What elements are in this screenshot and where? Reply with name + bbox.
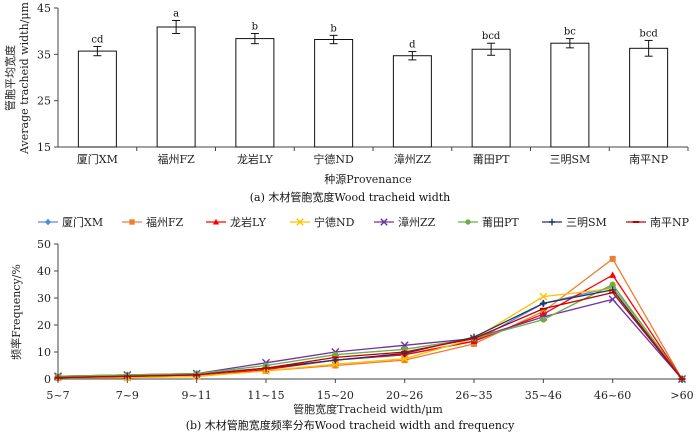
- bar: [314, 39, 354, 148]
- line-chart-xlabel: 管胞宽度Tracheid width/μm: [293, 402, 443, 416]
- legend-label: 宁德ND: [314, 215, 355, 229]
- bar-chart-category-label: 漳州ZZ: [394, 152, 432, 166]
- line-chart-category-label: >60: [670, 389, 693, 402]
- line-chart-category-label: 9~11: [182, 389, 212, 402]
- series-line: [58, 287, 683, 380]
- bar-chart-xlabel: 种源Provenance: [324, 172, 411, 186]
- line-chart-category-label: 20~26: [386, 389, 423, 402]
- line-chart-ytick-label: 40: [37, 265, 51, 278]
- line-chart-category-label: 11~15: [247, 389, 284, 402]
- line-chart-caption: (b) 木材管胞宽度频率分布Wood tracheid width and fr…: [186, 418, 515, 432]
- data-point: [44, 218, 52, 226]
- series-line: [57, 286, 683, 380]
- data-point: [331, 360, 340, 369]
- series-line: [57, 289, 683, 380]
- bar: [629, 47, 669, 148]
- series-line: [57, 298, 683, 380]
- significance-label: bcd: [639, 28, 658, 39]
- line-chart-category-label: 35~46: [525, 389, 562, 402]
- legend-label: 厦门XM: [62, 215, 103, 229]
- line-chart-category-label: 46~60: [594, 389, 631, 402]
- legend-label: 南平NP: [650, 216, 690, 229]
- data-point: [465, 219, 471, 225]
- line-chart: 厦门XM 福州FZ 龙岩LY 宁德ND 漳州ZZ 莆田PT 三明SM 南平NP 0 10 20 30…: [9, 215, 694, 432]
- data-point: [608, 295, 617, 304]
- line-chart-ytick-label: 0: [44, 373, 51, 386]
- line-chart-category-label: 15~20: [317, 389, 354, 402]
- data-point: [539, 299, 547, 307]
- legend-label: 莆田PT: [482, 216, 519, 229]
- data-point: [539, 292, 548, 301]
- bar: [471, 48, 511, 148]
- bar-chart-category-label: 宁德ND: [313, 152, 354, 166]
- data-point: [296, 218, 304, 226]
- significance-label: d: [409, 40, 416, 51]
- data-point: [401, 357, 408, 364]
- series-line: [57, 291, 683, 380]
- line-chart-category-label: 26~35: [455, 389, 492, 402]
- legend-label: 龙岩LY: [230, 215, 267, 229]
- bar-chart-ytick-label: 25: [37, 95, 51, 108]
- data-point: [212, 218, 220, 225]
- bar-chart-category-label: 南平NP: [629, 153, 669, 166]
- line-chart-ytick-label: 10: [37, 346, 51, 359]
- significance-label: a: [173, 9, 179, 20]
- bar-chart: cd a b b d bcd bc bcd 15 25 35 45 厦门XM 福州FZ 龙岩LY 宁德ND 漳…: [3, 1, 689, 204]
- legend-label: 福州FZ: [146, 215, 184, 229]
- data-point: [609, 271, 617, 278]
- bar: [235, 38, 275, 148]
- data-point: [400, 354, 409, 363]
- bar-chart-ylabel-cn: 管胞平均宽度: [3, 45, 17, 111]
- data-point: [129, 219, 135, 225]
- data-point: [401, 346, 408, 353]
- bar-chart-ytick-label: 45: [37, 2, 51, 15]
- bar: [550, 42, 590, 148]
- legend-label: 漳州ZZ: [398, 215, 436, 229]
- bar-chart-category-label: 龙岩LY: [237, 152, 274, 166]
- data-point: [540, 316, 547, 323]
- line-chart-ylabel: 频率Frequency/%: [9, 264, 23, 360]
- significance-label: cd: [91, 34, 104, 45]
- series-line: [57, 283, 683, 380]
- bar-chart-category-label: 厦门XM: [77, 152, 118, 166]
- data-point: [332, 351, 339, 358]
- line-chart-ytick-label: 30: [37, 292, 51, 305]
- line-chart-legend: 厦门XM 福州FZ 龙岩LY 宁德ND 漳州ZZ 莆田PT 三明SM 南平NP: [38, 215, 690, 229]
- line-chart-ytick-label: 20: [37, 319, 51, 332]
- bar-chart-category-label: 三明SM: [549, 153, 590, 166]
- data-point: [548, 218, 556, 226]
- line-chart-category-label: 5~7: [46, 389, 69, 402]
- significance-label: bc: [564, 27, 576, 38]
- bar-chart-ytick-label: 35: [37, 48, 51, 61]
- bar: [77, 50, 117, 148]
- bar-chart-ytick-label: 15: [37, 141, 51, 154]
- line-chart-category-label: 7~9: [116, 389, 139, 402]
- data-point: [609, 255, 616, 262]
- bar-chart-caption: (a) 木材管胞宽度Wood tracheid width: [250, 190, 451, 204]
- line-chart-ytick-label: 50: [37, 238, 51, 251]
- bar: [392, 55, 432, 148]
- significance-label: bcd: [482, 31, 501, 42]
- legend-label: 三明SM: [566, 216, 607, 229]
- significance-label: b: [330, 23, 336, 34]
- bar: [156, 26, 196, 148]
- data-point: [380, 218, 388, 226]
- bar-chart-ylabel-en: Average tracheid width/μm: [18, 1, 31, 154]
- bar-chart-category-label: 莆田PT: [473, 153, 510, 166]
- significance-label: b: [252, 21, 258, 32]
- bar-chart-category-label: 福州FZ: [157, 152, 195, 166]
- data-point: [332, 362, 339, 369]
- data-point: [609, 281, 616, 288]
